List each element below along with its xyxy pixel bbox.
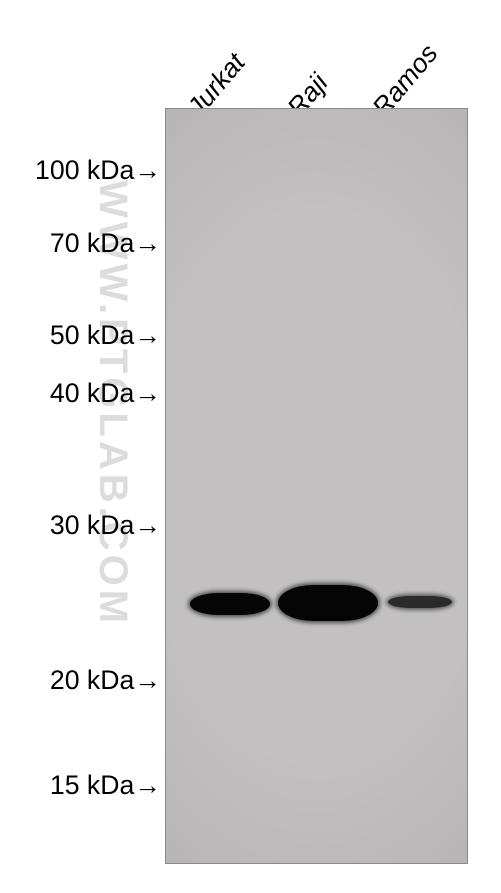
mw-label: 30 kDa→ (50, 510, 161, 541)
mw-label-text: 50 kDa (50, 320, 134, 350)
mw-label: 70 kDa→ (50, 228, 161, 259)
blot-band (388, 596, 452, 608)
mw-label-text: 20 kDa (50, 665, 134, 695)
mw-label: 100 kDa→ (35, 155, 161, 186)
arrow-right-icon: → (134, 378, 161, 409)
mw-label-text: 30 kDa (50, 510, 134, 540)
mw-label: 50 kDa→ (50, 320, 161, 351)
arrow-right-icon: → (134, 155, 161, 186)
blot-figure: JurkatRajiRamos WWW.PTGLAB.COM 100 kDa→7… (0, 0, 501, 893)
arrow-right-icon: → (134, 665, 161, 696)
mw-label: 15 kDa→ (50, 770, 161, 801)
arrow-right-icon: → (134, 770, 161, 801)
blot-panel (165, 108, 468, 864)
blot-background (166, 109, 467, 863)
blot-band (278, 585, 378, 621)
mw-label-text: 40 kDa (50, 378, 134, 408)
mw-label: 40 kDa→ (50, 378, 161, 409)
lane-labels-group: JurkatRajiRamos (0, 0, 501, 110)
mw-label-text: 15 kDa (50, 770, 134, 800)
mw-label-text: 100 kDa (35, 155, 134, 185)
mw-label-text: 70 kDa (50, 228, 134, 258)
mw-label: 20 kDa→ (50, 665, 161, 696)
arrow-right-icon: → (134, 320, 161, 351)
blot-band (190, 593, 270, 615)
arrow-right-icon: → (134, 228, 161, 259)
arrow-right-icon: → (134, 510, 161, 541)
